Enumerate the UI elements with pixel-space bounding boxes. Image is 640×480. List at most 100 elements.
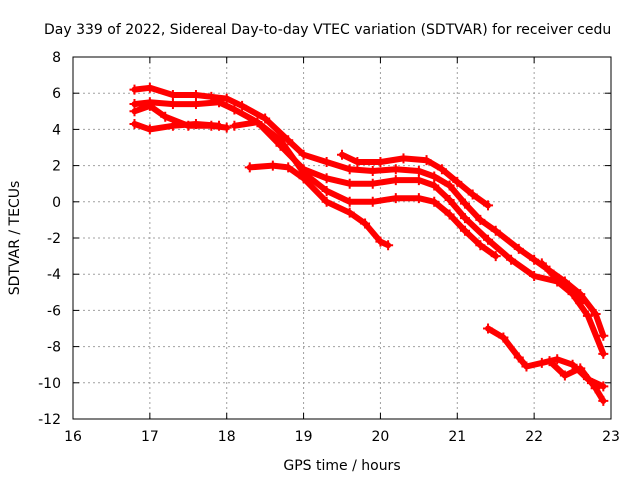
data-point	[567, 359, 578, 370]
data-point	[475, 214, 486, 225]
data-point	[167, 120, 178, 131]
y-tick-label: -6	[47, 303, 61, 319]
data-point	[506, 254, 517, 265]
data-point	[590, 309, 601, 320]
series-track-7	[337, 149, 494, 211]
x-tick-label: 18	[218, 429, 236, 445]
data-point	[552, 354, 563, 365]
data-point	[352, 156, 363, 167]
x-tick-label: 23	[602, 429, 620, 445]
data-point	[144, 82, 155, 93]
data-point	[129, 84, 140, 95]
data-point	[529, 254, 540, 265]
y-tick-label: -2	[47, 231, 61, 247]
y-tick-label: -8	[47, 340, 61, 356]
data-point	[367, 166, 378, 177]
x-tick-label: 16	[64, 429, 82, 445]
data-point	[436, 164, 447, 175]
data-point	[598, 381, 609, 392]
x-tick-label: 21	[448, 429, 466, 445]
data-point	[344, 178, 355, 189]
data-point	[483, 323, 494, 334]
data-point	[552, 274, 563, 285]
y-tick-label: 6	[52, 86, 61, 102]
data-point	[598, 348, 609, 359]
x-tick-label: 17	[141, 429, 159, 445]
data-point	[367, 196, 378, 207]
data-point	[513, 352, 524, 363]
data-point	[129, 118, 140, 129]
series-line	[538, 260, 584, 307]
data-point	[321, 185, 332, 196]
data-point	[237, 100, 248, 111]
data-point	[544, 356, 555, 367]
data-point	[429, 180, 440, 191]
data-point	[429, 196, 440, 207]
data-point	[229, 104, 240, 115]
data-point	[275, 135, 286, 146]
chart-title: Day 339 of 2022, Sidereal Day-to-day VTE…	[44, 22, 611, 38]
data-point	[190, 118, 201, 129]
data-point	[536, 357, 547, 368]
data-point	[190, 99, 201, 110]
data-point	[344, 207, 355, 218]
data-point	[529, 271, 540, 282]
data-point	[559, 370, 570, 381]
data-point	[575, 363, 586, 374]
data-point	[360, 218, 371, 229]
data-point	[229, 120, 240, 131]
data-point	[467, 189, 478, 200]
series-track-9	[544, 356, 609, 406]
data-point	[344, 164, 355, 175]
axis-ticks: 16 17 18 19 20 21 22 23 -12 -10 -8 -6 -4 -2 0 2 4 6 8	[38, 50, 620, 445]
data-point	[390, 164, 401, 175]
data-point	[129, 106, 140, 117]
data-point	[160, 111, 171, 122]
data-point	[444, 180, 455, 191]
data-point	[375, 156, 386, 167]
data-point	[390, 193, 401, 204]
x-tick-label: 19	[295, 429, 313, 445]
y-tick-label: 4	[52, 122, 61, 138]
data-series	[129, 82, 609, 406]
series-track-4	[129, 118, 225, 135]
data-point	[413, 166, 424, 177]
data-point	[167, 99, 178, 110]
data-point	[413, 175, 424, 186]
data-point	[214, 120, 225, 131]
data-point	[498, 332, 509, 343]
data-point	[398, 153, 409, 164]
data-point	[383, 240, 394, 251]
data-point	[167, 90, 178, 101]
data-point	[190, 90, 201, 101]
data-point	[598, 395, 609, 406]
data-point	[452, 176, 463, 187]
y-tick-label: 2	[52, 159, 61, 175]
data-point	[536, 258, 547, 269]
x-tick-label: 20	[372, 429, 390, 445]
data-point	[283, 162, 294, 173]
data-point	[252, 117, 263, 128]
data-point	[590, 383, 601, 394]
data-point	[444, 209, 455, 220]
y-tick-label: -12	[38, 412, 61, 428]
data-point	[344, 196, 355, 207]
data-point	[367, 178, 378, 189]
y-tick-label: 0	[52, 195, 61, 211]
data-point	[459, 225, 470, 236]
series-track-6	[244, 160, 394, 251]
data-point	[421, 155, 432, 166]
y-tick-label: -10	[38, 376, 61, 392]
data-point	[444, 194, 455, 205]
data-point	[483, 234, 494, 245]
data-point	[490, 251, 501, 262]
data-point	[483, 200, 494, 211]
data-point	[144, 124, 155, 135]
grid	[73, 57, 611, 419]
data-point	[298, 173, 309, 184]
series-line	[231, 119, 499, 260]
data-point	[321, 196, 332, 207]
x-axis-label: GPS time / hours	[283, 458, 400, 474]
data-point	[459, 213, 470, 224]
